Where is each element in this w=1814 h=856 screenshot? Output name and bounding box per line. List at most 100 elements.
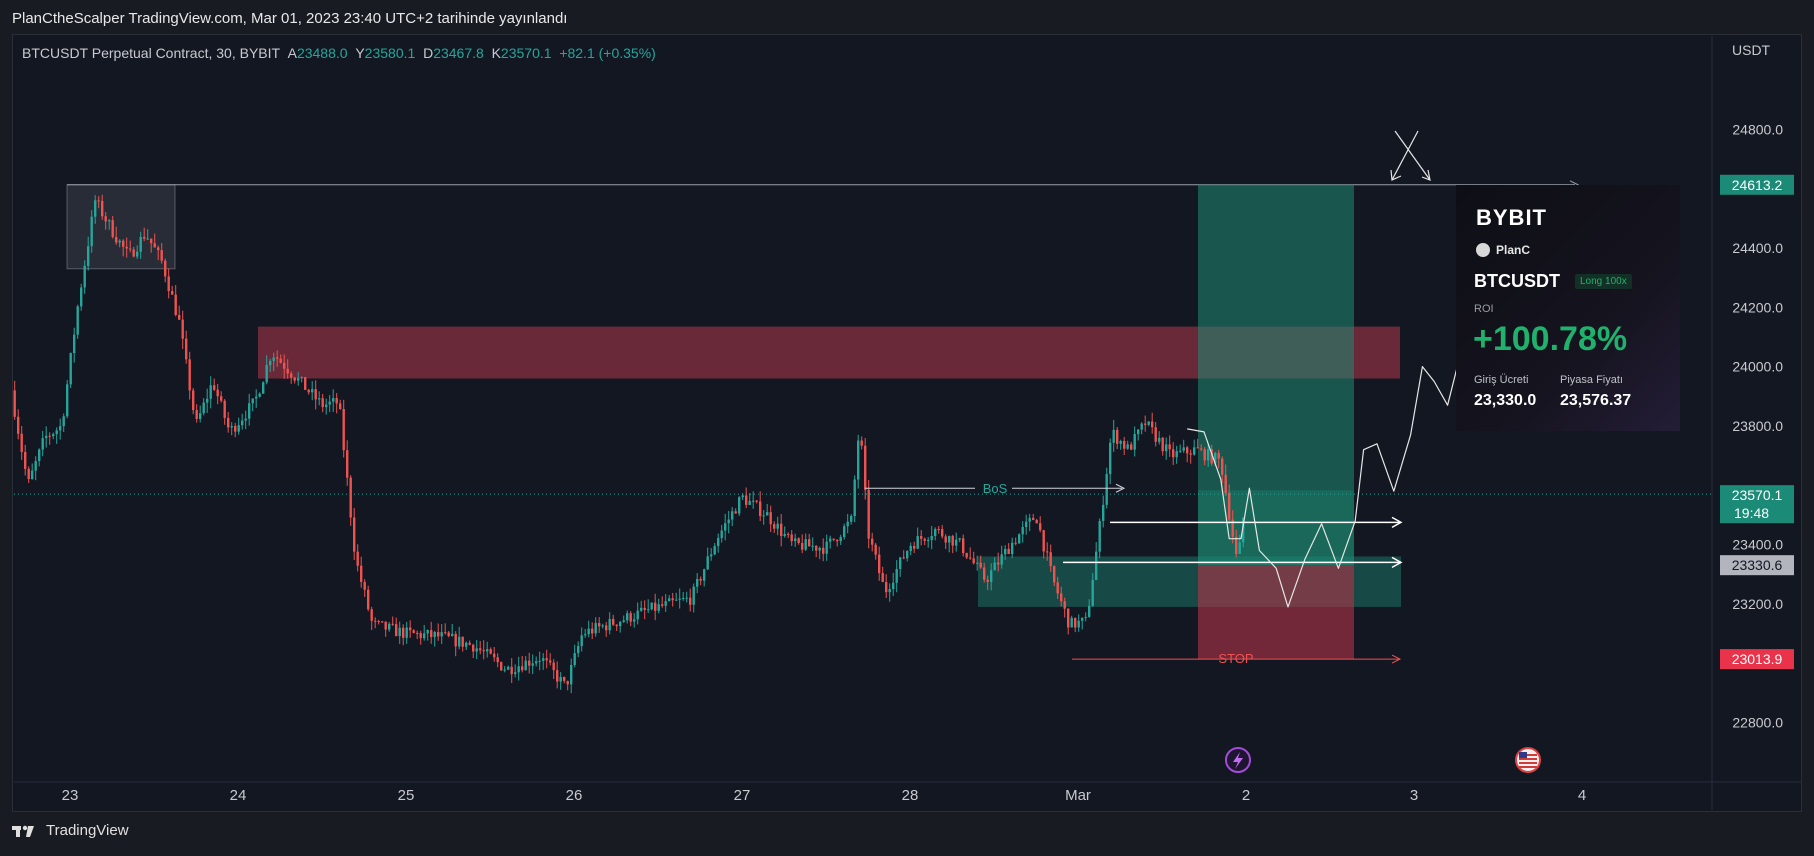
- candle-body: [969, 557, 972, 559]
- candle-body: [164, 260, 167, 277]
- candle-body: [895, 569, 898, 583]
- candle-body: [430, 630, 433, 638]
- flag-stripe: [1519, 754, 1537, 756]
- candle-body: [545, 658, 548, 661]
- candle-body: [269, 360, 272, 366]
- tradingview-footer: TradingView: [12, 822, 129, 839]
- candle-body: [622, 620, 625, 622]
- axis-currency-label: USDT: [1732, 42, 1771, 58]
- candle-body: [1091, 580, 1094, 606]
- candle-body: [892, 582, 895, 590]
- candle-body: [150, 238, 153, 244]
- candle-body: [727, 519, 730, 524]
- candle-body: [115, 236, 118, 243]
- candle-body: [930, 536, 933, 540]
- candle-body: [696, 578, 699, 587]
- candle-body: [38, 449, 41, 462]
- candle-body: [804, 539, 807, 550]
- candle-body: [227, 417, 230, 428]
- candle-body: [853, 479, 856, 517]
- candle-body: [332, 398, 335, 402]
- tradingview-brand: TradingView: [46, 822, 129, 839]
- candle-body: [409, 627, 412, 631]
- candle-body: [976, 562, 979, 564]
- candle-body: [647, 609, 650, 611]
- candle-body: [678, 598, 681, 600]
- candle-body: [577, 646, 580, 654]
- candle-body: [339, 403, 342, 409]
- candle-body: [531, 663, 534, 666]
- candle-body: [986, 579, 989, 582]
- candle-body: [255, 396, 258, 399]
- candle-body: [1014, 542, 1017, 544]
- candle-body: [59, 426, 62, 431]
- candle-body: [24, 451, 27, 469]
- candle-body: [468, 642, 471, 645]
- candle-body: [370, 609, 373, 621]
- candle-body: [776, 523, 779, 529]
- candle-body: [906, 551, 909, 559]
- candle-body: [1172, 449, 1175, 458]
- candle-body: [174, 294, 177, 316]
- tradingview-logo-icon: [12, 825, 34, 837]
- candle-body: [1000, 554, 1003, 565]
- candle-body: [654, 602, 657, 611]
- candle-body: [94, 200, 97, 217]
- candle-body: [972, 558, 975, 564]
- avatar: [1476, 243, 1490, 257]
- candle-body: [1186, 447, 1189, 454]
- candle-body: [118, 240, 121, 243]
- candle-body: [934, 528, 937, 537]
- flag-stripe: [1519, 762, 1537, 764]
- candle-body: [1214, 452, 1217, 464]
- candle-body: [920, 536, 923, 539]
- cross-arrowhead: [1390, 169, 1402, 181]
- candle-body: [808, 539, 811, 547]
- candle-body: [248, 403, 251, 419]
- candles-layer: [13, 194, 1245, 694]
- candle-body: [713, 546, 716, 555]
- candle-body: [1032, 517, 1035, 520]
- candle-body: [1158, 437, 1161, 442]
- candle-body: [1028, 517, 1031, 522]
- candle-body: [794, 538, 797, 542]
- x-tick-label: Mar: [1065, 787, 1091, 804]
- candle-body: [528, 660, 531, 666]
- cross-stroke: [1391, 130, 1419, 181]
- candle-body: [787, 533, 790, 535]
- candle-body: [171, 291, 174, 295]
- range-high-box: [66, 184, 176, 270]
- arrow-head: [1391, 556, 1403, 569]
- price-tag-entry: [1720, 555, 1794, 576]
- candle-body: [594, 623, 597, 634]
- candle-body: [748, 500, 751, 505]
- bybit-side-badge: Long 100x: [1575, 274, 1632, 289]
- candle-body: [1168, 444, 1171, 450]
- candle-body: [153, 243, 156, 248]
- bos-label: BoS: [983, 481, 1008, 496]
- candle-body: [80, 287, 83, 307]
- candle-body: [1200, 448, 1203, 450]
- candle-body: [1116, 429, 1119, 444]
- bybit-entry-value: 23,330.0: [1474, 392, 1537, 409]
- candle-body: [1217, 452, 1220, 459]
- candle-body: [591, 628, 594, 634]
- candle-body: [143, 236, 146, 239]
- bybit-market-value: 23,576.37: [1560, 392, 1632, 409]
- candle-body: [125, 246, 128, 249]
- candle-body: [17, 416, 20, 434]
- candle-body: [230, 425, 233, 428]
- candle-body: [549, 660, 552, 663]
- candle-body: [283, 362, 286, 369]
- y-tick-label: 22800.0: [1732, 715, 1783, 731]
- candle-body: [874, 544, 877, 555]
- candle-body: [818, 547, 821, 551]
- candle-body: [286, 368, 289, 374]
- candle-body: [34, 461, 37, 471]
- candle-body: [580, 635, 583, 647]
- candle-body: [146, 238, 149, 240]
- candle-body: [76, 306, 79, 335]
- candle-body: [325, 404, 328, 408]
- candle-body: [458, 636, 461, 647]
